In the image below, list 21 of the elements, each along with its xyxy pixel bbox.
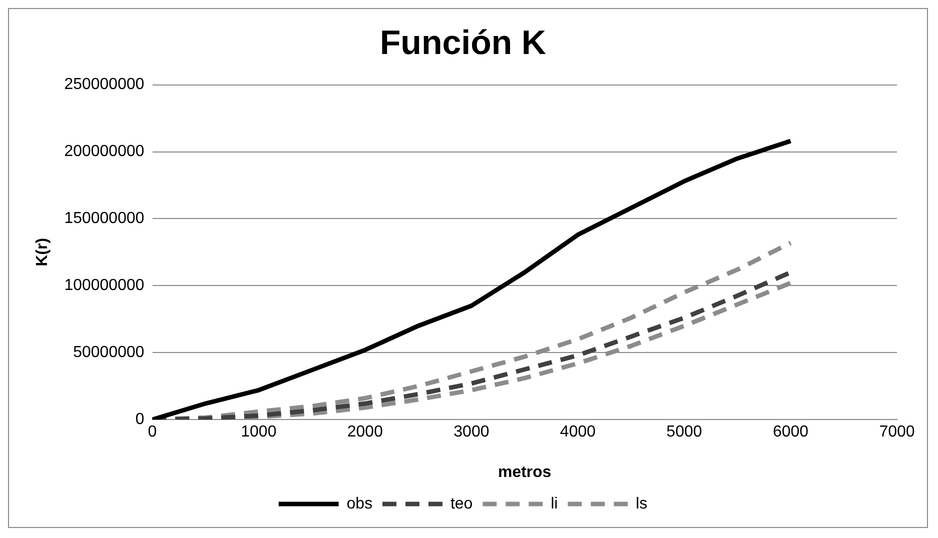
y-tick-label: 50000000 bbox=[73, 344, 144, 362]
x-tick-label: 2000 bbox=[347, 424, 383, 441]
x-tick-label: 3000 bbox=[454, 424, 490, 441]
x-tick-label: 7000 bbox=[879, 424, 915, 441]
legend-label: ls bbox=[636, 495, 648, 512]
legend-label: obs bbox=[346, 495, 372, 512]
legend-label: li bbox=[550, 495, 558, 512]
x-axis-title: metros bbox=[498, 464, 552, 481]
legend-label: teo bbox=[450, 495, 473, 512]
chart-title: Función K bbox=[380, 24, 547, 62]
y-tick-label: 0 bbox=[135, 411, 144, 428]
y-tick-label: 100000000 bbox=[64, 277, 144, 294]
x-tick-label: 6000 bbox=[772, 424, 809, 441]
y-tick-label: 150000000 bbox=[64, 210, 144, 228]
x-tick-label: 4000 bbox=[560, 424, 596, 441]
y-tick-label: 200000000 bbox=[64, 143, 144, 160]
y-axis-title: K(r) bbox=[34, 238, 52, 266]
x-tick-label: 5000 bbox=[666, 424, 702, 441]
x-tick-label: 1000 bbox=[240, 424, 277, 441]
x-tick-label: 0 bbox=[148, 424, 157, 441]
y-tick-label: 250000000 bbox=[64, 76, 144, 94]
